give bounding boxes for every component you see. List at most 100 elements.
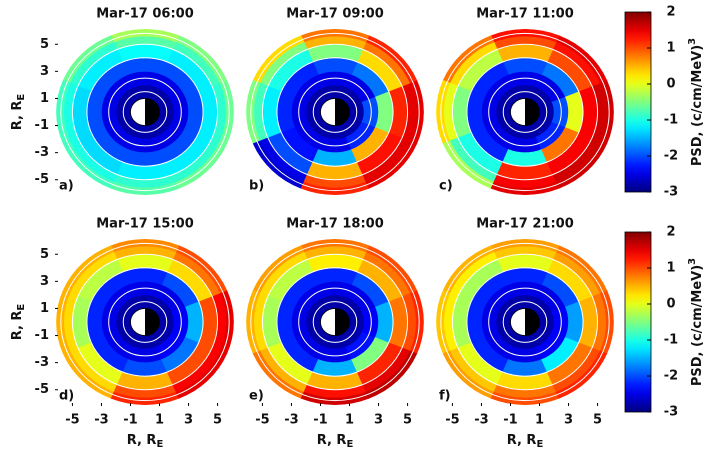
colorbar-tick-label: 2 bbox=[666, 5, 675, 20]
ring-line bbox=[440, 242, 610, 402]
panel-label: a) bbox=[59, 179, 74, 194]
ring-line bbox=[298, 287, 372, 357]
psd-cell bbox=[175, 350, 228, 399]
label-sub: E bbox=[156, 439, 163, 450]
psd-cell bbox=[361, 96, 379, 128]
label-sub: E bbox=[16, 304, 27, 311]
ring-line bbox=[298, 77, 372, 147]
ring-line bbox=[312, 301, 358, 343]
ring-line bbox=[451, 253, 599, 391]
psd-cell bbox=[127, 71, 163, 88]
panel-label: f) bbox=[439, 389, 451, 404]
panel-label: c) bbox=[439, 179, 453, 194]
colorbar-tick-label: 2 bbox=[666, 225, 675, 240]
y-tick-label: -5 bbox=[35, 382, 49, 397]
colorbar-tick-label: -1 bbox=[664, 333, 678, 348]
colorbar-tick-label: 1 bbox=[666, 41, 675, 56]
earth-night bbox=[525, 98, 540, 126]
colorbar-tick-label: 0 bbox=[666, 77, 675, 92]
ring-line bbox=[86, 57, 204, 167]
ring-line bbox=[276, 57, 394, 167]
axis-label: R, RE bbox=[10, 94, 28, 131]
x-tick-label: 1 bbox=[345, 413, 354, 428]
ring-line bbox=[122, 301, 168, 343]
psd-cell bbox=[365, 140, 418, 189]
x-tick-label: -5 bbox=[255, 413, 269, 428]
x-tick-label: -1 bbox=[313, 413, 327, 428]
colorbar-tick-label: -2 bbox=[664, 149, 678, 164]
ring-line bbox=[312, 91, 358, 133]
x-tick-label: -3 bbox=[94, 413, 108, 428]
psd-cell bbox=[481, 306, 499, 338]
earth-night bbox=[145, 98, 160, 126]
y-tick-label: 1 bbox=[40, 301, 49, 316]
ring-line bbox=[250, 32, 420, 192]
y-tick-label: -1 bbox=[35, 328, 49, 343]
y-tick-label: -1 bbox=[35, 118, 49, 133]
ring-line bbox=[60, 242, 230, 402]
y-tick-label: -5 bbox=[35, 172, 49, 187]
panel-title: Mar-17 18:00 bbox=[286, 217, 384, 232]
panel-label: e) bbox=[249, 389, 264, 404]
panel-title: Mar-17 15:00 bbox=[96, 217, 194, 232]
psd-cell bbox=[365, 350, 418, 399]
psd-cell bbox=[127, 136, 163, 153]
psd-cell bbox=[171, 96, 189, 128]
label-text: PSD, (c/cm/MeV) bbox=[690, 265, 705, 386]
psd-cell bbox=[481, 96, 499, 128]
label-text: R, R bbox=[10, 101, 25, 131]
psd-cell bbox=[317, 346, 353, 363]
axis-label: R, RE bbox=[317, 433, 354, 451]
ring-line bbox=[261, 43, 409, 181]
ring-line bbox=[451, 43, 599, 181]
colorbar-tick-label: 0 bbox=[666, 297, 675, 312]
x-tick-label: -5 bbox=[65, 413, 79, 428]
label-sup: 3 bbox=[687, 38, 698, 45]
x-tick-label: 1 bbox=[155, 413, 164, 428]
y-tick-label: 3 bbox=[40, 274, 49, 289]
y-tick-label: -3 bbox=[35, 355, 49, 370]
axis-label: R, RE bbox=[127, 433, 164, 451]
ring-line bbox=[488, 77, 562, 147]
panel-label: b) bbox=[249, 179, 264, 194]
ring-line bbox=[122, 91, 168, 133]
ring-line bbox=[466, 57, 584, 167]
x-tick-label: -1 bbox=[503, 413, 517, 428]
x-tick-label: -1 bbox=[123, 413, 137, 428]
ring-line bbox=[466, 267, 584, 377]
panel-title: Mar-17 09:00 bbox=[286, 7, 384, 22]
ring-line bbox=[71, 43, 219, 181]
label-sub: E bbox=[16, 94, 27, 101]
x-tick-label: 5 bbox=[593, 413, 602, 428]
colorbar-tick-label: -3 bbox=[664, 185, 678, 200]
x-tick-label: 1 bbox=[535, 413, 544, 428]
x-tick-label: -3 bbox=[474, 413, 488, 428]
x-tick-label: 5 bbox=[213, 413, 222, 428]
x-tick-label: 3 bbox=[564, 413, 573, 428]
colorbar-tick-label: -2 bbox=[664, 369, 678, 384]
y-tick-label: 5 bbox=[40, 37, 49, 52]
colorbar bbox=[624, 231, 652, 413]
ring-line bbox=[440, 32, 610, 192]
psd-cell bbox=[171, 306, 189, 338]
psd-cell bbox=[317, 136, 353, 153]
psd-cell bbox=[127, 346, 163, 363]
earth-night bbox=[335, 98, 350, 126]
ring-line bbox=[276, 267, 394, 377]
y-tick-label: 3 bbox=[40, 64, 49, 79]
colorbar-tick-label: -3 bbox=[664, 405, 678, 420]
psd-cell bbox=[291, 306, 309, 338]
panel-title: Mar-17 21:00 bbox=[476, 217, 574, 232]
axis-label: PSD, (c/cm/MeV)3 bbox=[687, 258, 705, 386]
axis-label: R, RE bbox=[10, 304, 28, 341]
colorbar bbox=[624, 11, 652, 193]
label-sup: 3 bbox=[687, 258, 698, 265]
earth-night bbox=[335, 308, 350, 336]
ring-line bbox=[250, 242, 420, 402]
earth-night bbox=[145, 308, 160, 336]
x-tick-label: 5 bbox=[403, 413, 412, 428]
y-tick-label: -3 bbox=[35, 145, 49, 160]
psd-cell bbox=[555, 140, 608, 189]
psd-cell bbox=[507, 71, 543, 88]
